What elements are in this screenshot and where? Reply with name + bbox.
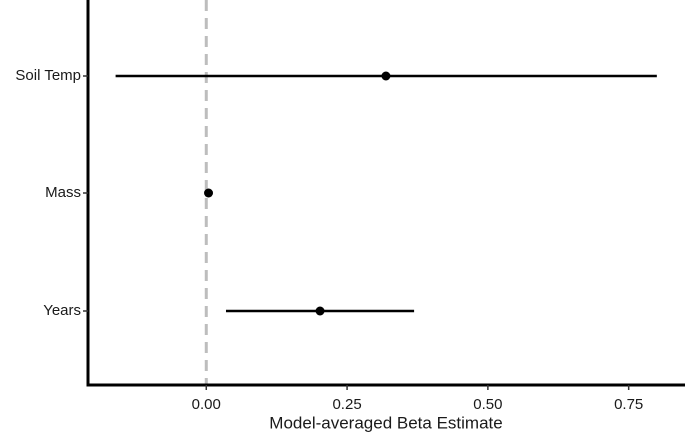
y-tick-label: Mass (45, 184, 81, 201)
x-axis-title: Model-averaged Beta Estimate (269, 413, 502, 432)
y-tick-label: Soil Temp (15, 67, 81, 84)
point (381, 71, 391, 81)
x-tick-label: 0.50 (473, 396, 502, 413)
point (204, 188, 214, 198)
x-tick-label: 0.00 (192, 396, 221, 413)
x-tick-label: 0.25 (332, 396, 361, 413)
point (315, 306, 325, 316)
y-tick-label: Years (43, 302, 81, 319)
x-tick-label: 0.75 (614, 396, 643, 413)
